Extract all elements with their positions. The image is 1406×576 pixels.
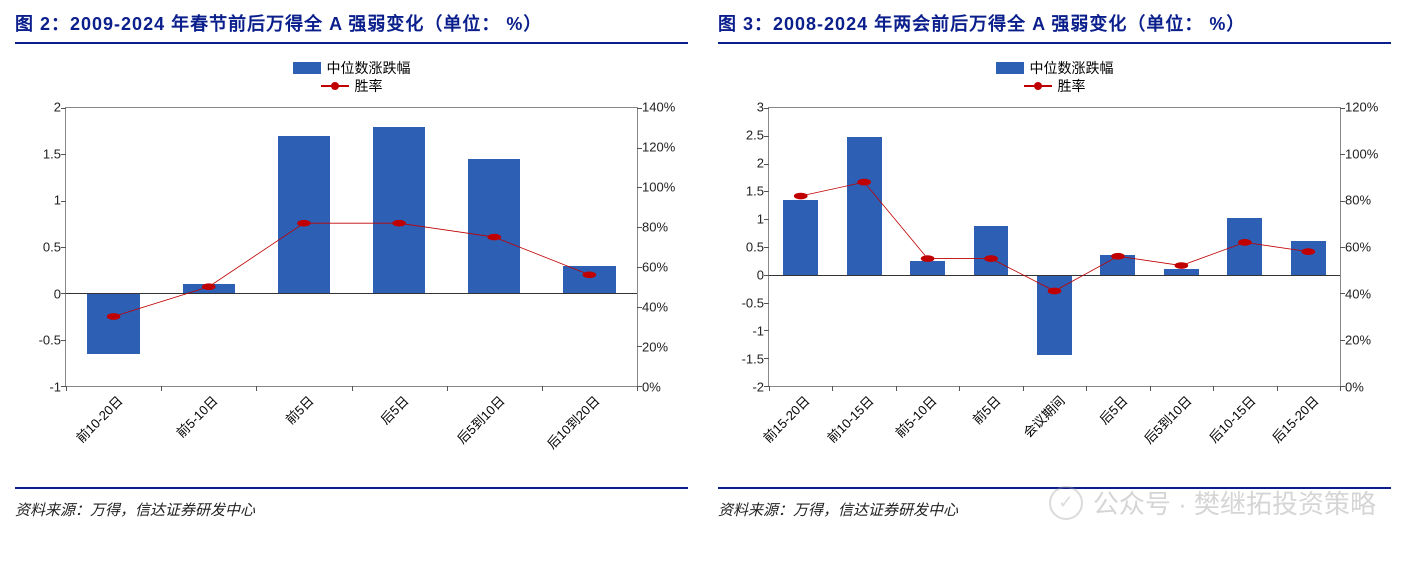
x-tick-label: 后10-15日: [1204, 391, 1259, 446]
y-tick-right: 140%: [638, 100, 688, 115]
line-marker: [921, 255, 935, 262]
x-tick-label: 会议期间: [1018, 391, 1068, 441]
y-tick-left: 2: [718, 156, 768, 171]
legend: 中位数涨跌幅 胜率: [293, 59, 411, 95]
y-tick-right: 80%: [1341, 193, 1391, 208]
y-tick-right: 100%: [638, 180, 688, 195]
y-tick-right: 120%: [1341, 100, 1391, 115]
line-marker: [1301, 248, 1315, 255]
y-tick-right: 60%: [1341, 240, 1391, 255]
y-tick-right: 20%: [1341, 333, 1391, 348]
y-tick-left: 2: [15, 100, 65, 115]
x-tick-label: 后10到20日: [542, 391, 603, 452]
right-chart-box: 中位数涨跌幅 胜率 -2 -1.5 -1 -0.5 0 0.5 1 1.5 2 2.5 3 0% 20…: [718, 59, 1391, 489]
legend: 中位数涨跌幅 胜率: [996, 59, 1114, 95]
left-y-axis-secondary: 0%20%40%60%80%100%120%140%: [638, 107, 688, 387]
line-marker: [297, 220, 311, 227]
x-tick-label: 后5到10日: [1139, 391, 1195, 447]
charts-wrapper: 图 2：2009-2024 年春节前后万得全 A 强弱变化（单位： %） 中位数…: [15, 10, 1391, 520]
y-tick-left: -2: [718, 380, 768, 395]
x-tick-label: 后5到10日: [452, 391, 508, 447]
y-tick-right: 20%: [638, 340, 688, 355]
legend-bar-label: 中位数涨跌幅: [327, 59, 411, 77]
right-y-axis-primary: -2-1.5-1-0.500.511.522.53: [718, 107, 768, 387]
right-x-axis: 前15-20日前10-15日前5-10日前5日会议期间后5日后5到10日后10-…: [768, 387, 1341, 477]
line-marker: [202, 283, 216, 290]
line-marker: [1175, 262, 1189, 269]
watermark-text: 公众号 · 樊继拓投资策略: [1093, 484, 1376, 521]
left-line-layer: [66, 108, 637, 386]
right-plot-area: [768, 107, 1341, 387]
watermark: ✓ 公众号 · 樊继拓投资策略: [1049, 484, 1376, 521]
y-tick-left: 1.5: [15, 146, 65, 161]
line-marker: [107, 313, 121, 320]
x-tick-label: 前5日: [280, 391, 317, 428]
y-tick-left: 1.5: [718, 184, 768, 199]
y-tick-left: -0.5: [15, 333, 65, 348]
y-tick-left: 2.5: [718, 128, 768, 143]
legend-line-swatch: [321, 85, 349, 87]
y-tick-right: 100%: [1341, 146, 1391, 161]
x-tick-label: 前15-20日: [758, 391, 813, 446]
y-tick-left: 1: [15, 193, 65, 208]
y-tick-left: 0: [718, 268, 768, 283]
x-tick-label: 前5日: [967, 391, 1004, 428]
y-tick-right: 40%: [638, 300, 688, 315]
line-marker: [487, 234, 501, 241]
line-marker: [1111, 253, 1125, 260]
y-tick-right: 80%: [638, 220, 688, 235]
right-panel: 图 3：2008-2024 年两会前后万得全 A 强弱变化（单位： %） 中位数…: [718, 10, 1391, 520]
legend-line-label: 胜率: [1058, 77, 1086, 95]
y-tick-left: -1: [15, 380, 65, 395]
line-marker: [794, 193, 808, 200]
y-tick-right: 60%: [638, 260, 688, 275]
y-tick-left: -1.5: [718, 352, 768, 367]
legend-line-swatch: [1024, 85, 1052, 87]
right-y-axis-secondary: 0%20%40%60%80%100%120%: [1341, 107, 1391, 387]
x-tick-label: 后5日: [1095, 391, 1132, 428]
y-tick-left: 1: [718, 212, 768, 227]
x-tick-label: 前5-10日: [890, 391, 940, 441]
y-tick-right: 0%: [638, 380, 688, 395]
line-marker: [857, 179, 871, 186]
left-x-axis: 前10-20日前5-10日 前5日 后5日 后5到10日后10到20日: [65, 387, 638, 477]
left-chart-box: 中位数涨跌幅 胜率 -1 -0.5 0 0.5 1 1.5 2 0% 20% 40% 60% 80%…: [15, 59, 688, 489]
y-tick-right: 40%: [1341, 286, 1391, 301]
x-tick-label: 后5日: [376, 391, 413, 428]
x-tick-label: 前10-15日: [822, 391, 877, 446]
legend-bar-swatch: [293, 62, 321, 74]
line-marker: [984, 255, 998, 262]
left-source-text: 资料来源：万得，信达证券研发中心: [15, 499, 688, 520]
y-tick-left: -0.5: [718, 296, 768, 311]
line-marker: [392, 220, 406, 227]
y-tick-left: 0: [15, 286, 65, 301]
legend-bar-label: 中位数涨跌幅: [1030, 59, 1114, 77]
watermark-icon: ✓: [1049, 486, 1083, 520]
left-y-axis-primary: -1-0.500.511.52: [15, 107, 65, 387]
win-rate-line: [114, 223, 590, 316]
line-marker: [583, 271, 597, 278]
right-line-layer: [769, 108, 1340, 386]
y-tick-right: 0%: [1341, 380, 1391, 395]
y-tick-left: 3: [718, 100, 768, 115]
y-tick-left: 0.5: [718, 240, 768, 255]
y-tick-left: 0.5: [15, 240, 65, 255]
left-panel: 图 2：2009-2024 年春节前后万得全 A 强弱变化（单位： %） 中位数…: [15, 10, 688, 520]
y-tick-left: -1: [718, 324, 768, 339]
y-tick-right: 120%: [638, 140, 688, 155]
line-marker: [1048, 288, 1062, 295]
left-chart-title: 图 2：2009-2024 年春节前后万得全 A 强弱变化（单位： %）: [15, 10, 688, 44]
x-tick-label: 前5-10日: [171, 391, 221, 441]
left-plot-area: [65, 107, 638, 387]
right-chart-title: 图 3：2008-2024 年两会前后万得全 A 强弱变化（单位： %）: [718, 10, 1391, 44]
line-marker: [1238, 239, 1252, 246]
legend-bar-swatch: [996, 62, 1024, 74]
x-tick-label: 前10-20日: [71, 391, 126, 446]
win-rate-line: [801, 182, 1309, 291]
legend-line-label: 胜率: [355, 77, 383, 95]
x-tick-label: 后15-20日: [1267, 391, 1322, 446]
